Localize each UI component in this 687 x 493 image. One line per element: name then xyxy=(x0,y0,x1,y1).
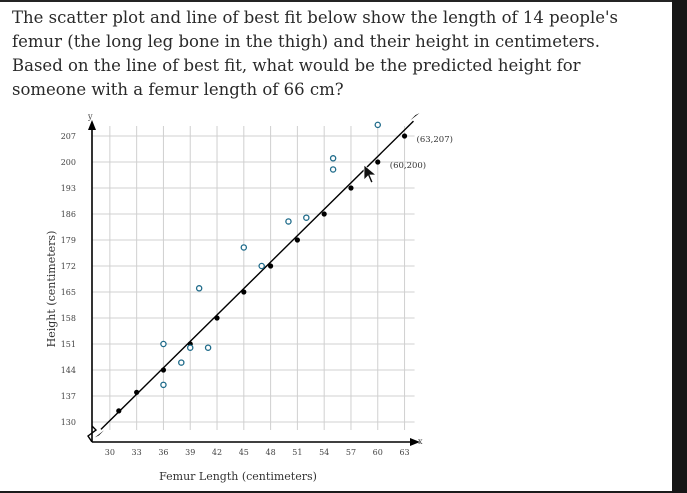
annotations: (63,207) (60,200) xyxy=(390,134,453,171)
scatter-point xyxy=(285,218,292,225)
scatter-point xyxy=(303,214,310,221)
scatter-point xyxy=(160,340,167,348)
x-axis-arrow-icon xyxy=(410,438,420,446)
chart-axes xyxy=(87,120,420,446)
y-axis-title: Height (centimeters) xyxy=(45,231,58,348)
x-tick-label: 36 xyxy=(158,448,168,457)
line-marker xyxy=(268,263,274,269)
line-marker xyxy=(294,237,300,243)
scatter-point xyxy=(195,285,203,292)
x-tick-label: 63 xyxy=(399,448,409,457)
x-tick-label: 60 xyxy=(373,448,383,457)
x-tick-label: 42 xyxy=(212,448,222,457)
y-tick-label: 186 xyxy=(61,210,76,219)
scatter-point xyxy=(160,381,167,389)
x-axis-letter: x xyxy=(418,437,423,446)
y-tick-label: 179 xyxy=(61,236,76,245)
x-tick-label: 33 xyxy=(132,448,142,457)
y-axis-letter: y xyxy=(87,112,93,121)
y-tick-label: 193 xyxy=(61,184,76,193)
scatter-point xyxy=(178,359,185,366)
x-tick-label: 51 xyxy=(292,448,302,457)
scatter-point xyxy=(374,121,382,129)
right-edge xyxy=(672,0,687,493)
y-tick-label: 151 xyxy=(61,340,76,349)
line-marker xyxy=(401,133,408,139)
line-marker xyxy=(116,408,122,414)
y-axis-arrow-icon xyxy=(88,120,96,130)
y-tick-label: 144 xyxy=(61,366,76,375)
scatter-chart: 30 33 36 39 42 45 48 51 54 57 60 63 130 137 144 151 158 1… xyxy=(45,112,453,483)
line-marker xyxy=(348,185,354,191)
y-axis-break-icon xyxy=(87,425,98,443)
scatter-point xyxy=(258,262,265,270)
y-tick-label: 200 xyxy=(61,158,76,167)
scatter-point xyxy=(186,344,194,351)
x-tick-label: 48 xyxy=(266,448,276,457)
x-axis-title: Femur Length (centimeters) xyxy=(159,470,317,483)
line-arrow-end-icon xyxy=(410,113,420,121)
mouse-cursor-icon xyxy=(363,164,378,184)
x-tick-label: 57 xyxy=(346,448,356,457)
y-tick-label: 172 xyxy=(61,262,76,271)
y-tick-label: 158 xyxy=(61,314,76,323)
y-tick-label: 137 xyxy=(61,392,76,401)
x-tick-label: 54 xyxy=(319,448,329,457)
y-tick-label: 207 xyxy=(61,132,76,141)
line-marker xyxy=(214,315,220,321)
question-card: The scatter plot and line of best fit be… xyxy=(0,2,672,491)
scatter-point xyxy=(204,344,212,351)
line-marker xyxy=(134,389,140,395)
scatter-point xyxy=(329,155,337,162)
point-annotation: (63,207) xyxy=(417,134,453,145)
chart-grid xyxy=(92,126,415,430)
line-marker xyxy=(321,211,327,217)
x-tick-label: 45 xyxy=(239,448,249,457)
line-marker xyxy=(375,159,381,165)
y-tick-label: 165 xyxy=(61,288,76,297)
x-tick-label: 30 xyxy=(105,448,115,457)
scatter-point xyxy=(240,244,248,251)
line-marker xyxy=(241,289,247,295)
best-fit-line xyxy=(100,120,414,430)
tick-labels: 30 33 36 39 42 45 48 51 54 57 60 63 130 137 144 151 158 1… xyxy=(61,132,410,457)
line-arrow-start-icon xyxy=(94,430,104,438)
data-points xyxy=(160,121,382,389)
y-tick-label: 130 xyxy=(61,418,76,427)
question-text: The scatter plot and line of best fit be… xyxy=(12,8,618,99)
point-annotation: (60,200) xyxy=(390,160,426,171)
x-tick-label: 39 xyxy=(185,448,195,457)
line-marker xyxy=(160,367,167,373)
scatter-point xyxy=(329,166,337,173)
